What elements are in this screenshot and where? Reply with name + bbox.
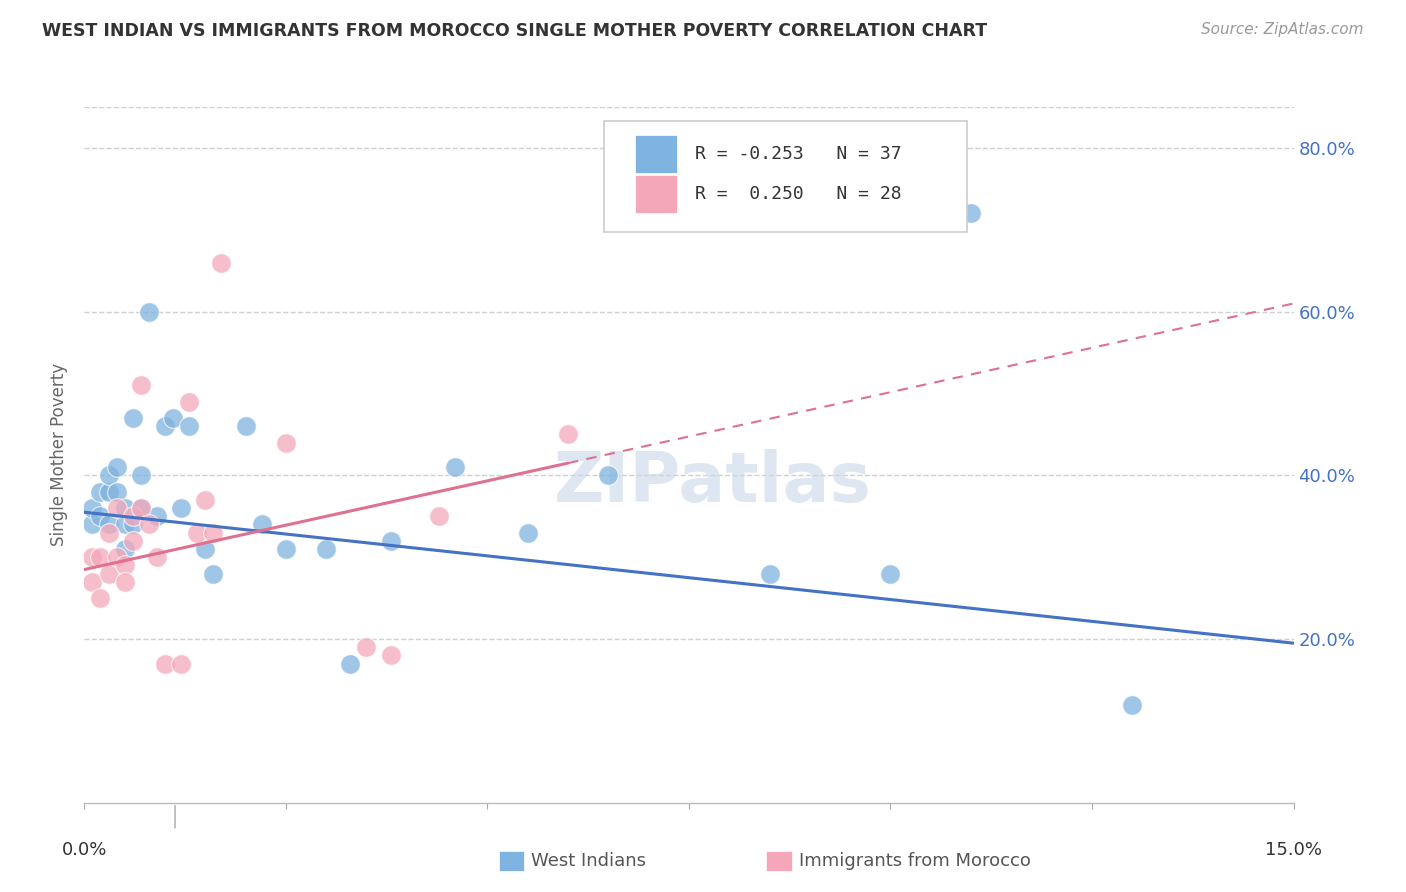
Point bbox=[97, 468, 120, 483]
Text: Immigrants from Morocco: Immigrants from Morocco bbox=[799, 852, 1031, 870]
Point bbox=[444, 460, 467, 475]
Text: 0.0%: 0.0% bbox=[62, 841, 107, 859]
Point bbox=[557, 427, 579, 442]
Text: 15.0%: 15.0% bbox=[1265, 841, 1322, 859]
Point bbox=[758, 566, 780, 581]
Point bbox=[179, 394, 201, 409]
Point bbox=[315, 542, 337, 557]
Point bbox=[202, 525, 225, 540]
Point bbox=[380, 533, 402, 548]
Point bbox=[1121, 698, 1143, 712]
Y-axis label: Single Mother Poverty: Single Mother Poverty bbox=[51, 363, 69, 547]
Text: R =  0.250   N = 28: R = 0.250 N = 28 bbox=[695, 185, 901, 203]
Point bbox=[105, 460, 128, 475]
Point bbox=[97, 517, 120, 532]
Text: West Indians: West Indians bbox=[531, 852, 647, 870]
Point bbox=[170, 501, 193, 516]
Point bbox=[209, 255, 232, 269]
Point bbox=[82, 550, 104, 565]
Point bbox=[97, 484, 120, 499]
Point bbox=[129, 468, 152, 483]
Point bbox=[146, 509, 169, 524]
Point bbox=[105, 484, 128, 499]
Point bbox=[162, 411, 184, 425]
Point bbox=[129, 501, 152, 516]
Point bbox=[89, 484, 111, 499]
Point bbox=[274, 435, 297, 450]
Point bbox=[114, 517, 136, 532]
FancyBboxPatch shape bbox=[605, 121, 967, 232]
Point bbox=[186, 525, 208, 540]
Point bbox=[202, 566, 225, 581]
Point bbox=[121, 533, 143, 548]
Point bbox=[121, 509, 143, 524]
Text: Source: ZipAtlas.com: Source: ZipAtlas.com bbox=[1201, 22, 1364, 37]
Point bbox=[105, 550, 128, 565]
Point bbox=[194, 492, 217, 507]
Point bbox=[89, 550, 111, 565]
Text: WEST INDIAN VS IMMIGRANTS FROM MOROCCO SINGLE MOTHER POVERTY CORRELATION CHART: WEST INDIAN VS IMMIGRANTS FROM MOROCCO S… bbox=[42, 22, 987, 40]
Point bbox=[516, 525, 538, 540]
Point bbox=[114, 542, 136, 557]
Point bbox=[114, 501, 136, 516]
Point bbox=[89, 591, 111, 606]
Point bbox=[380, 648, 402, 663]
Point bbox=[114, 558, 136, 573]
Point bbox=[82, 501, 104, 516]
Point bbox=[250, 517, 273, 532]
Point bbox=[339, 657, 361, 671]
Point bbox=[114, 574, 136, 589]
Point bbox=[146, 550, 169, 565]
Point bbox=[235, 419, 257, 434]
Point bbox=[89, 509, 111, 524]
Point bbox=[153, 657, 176, 671]
Point bbox=[194, 542, 217, 557]
Point bbox=[879, 566, 901, 581]
Point bbox=[960, 206, 983, 220]
Point bbox=[598, 468, 620, 483]
Point bbox=[179, 419, 201, 434]
Point bbox=[274, 542, 297, 557]
Point bbox=[97, 525, 120, 540]
Text: ZIPatlas: ZIPatlas bbox=[554, 450, 872, 516]
FancyBboxPatch shape bbox=[634, 136, 676, 173]
Point bbox=[356, 640, 378, 655]
Point bbox=[82, 574, 104, 589]
Point bbox=[129, 378, 152, 392]
FancyBboxPatch shape bbox=[634, 175, 676, 213]
Point bbox=[97, 566, 120, 581]
Point bbox=[105, 501, 128, 516]
Point bbox=[170, 657, 193, 671]
Point bbox=[138, 304, 160, 318]
Point bbox=[138, 517, 160, 532]
Point bbox=[82, 517, 104, 532]
Point bbox=[129, 501, 152, 516]
Point bbox=[427, 509, 450, 524]
Point bbox=[121, 517, 143, 532]
Point bbox=[153, 419, 176, 434]
Text: R = -0.253   N = 37: R = -0.253 N = 37 bbox=[695, 145, 901, 163]
Point bbox=[121, 411, 143, 425]
